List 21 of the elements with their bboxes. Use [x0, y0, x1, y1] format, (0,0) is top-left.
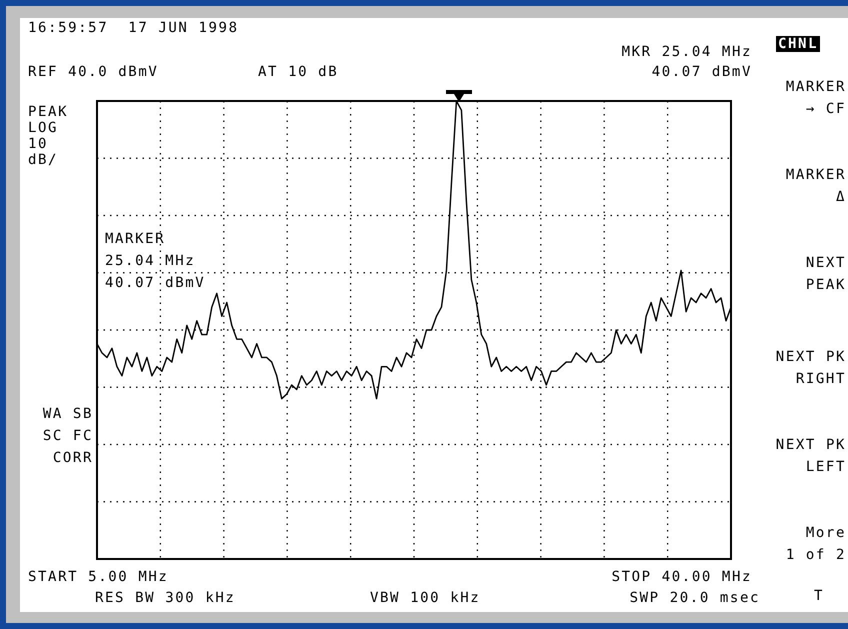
text: WA SB SC FC CORR [42, 405, 93, 468]
text: RES BW 300 kHz [95, 590, 236, 606]
text: NEXT PEAK [806, 254, 846, 295]
text: T [814, 588, 824, 604]
text: PEAK LOG 10 dB/ [28, 104, 68, 168]
text: MKR 25.04 MHz [622, 44, 752, 60]
text: NEXT PK LEFT [776, 436, 846, 477]
text: MARKER → CF [786, 78, 846, 119]
text: MARKER Δ [786, 166, 846, 207]
text: REF 40.0 dBmV [28, 64, 158, 80]
text: More 1 of 2 [786, 524, 846, 565]
text: START 5.00 MHz [28, 569, 168, 585]
annotation: MARKER 25.04 MHz 40.07 dBmV [105, 230, 206, 293]
text: VBW 100 kHz [370, 590, 480, 606]
text: NEXT PK RIGHT [776, 348, 846, 389]
text: CHNL [776, 36, 820, 52]
text: STOP 40.00 MHz [612, 569, 752, 585]
text: 16:59:57 17 JUN 1998 [28, 20, 239, 36]
text: 40.07 dBmV [652, 64, 752, 80]
text: AT 10 dB [258, 64, 338, 80]
text: SWP 20.0 msec [630, 590, 760, 606]
